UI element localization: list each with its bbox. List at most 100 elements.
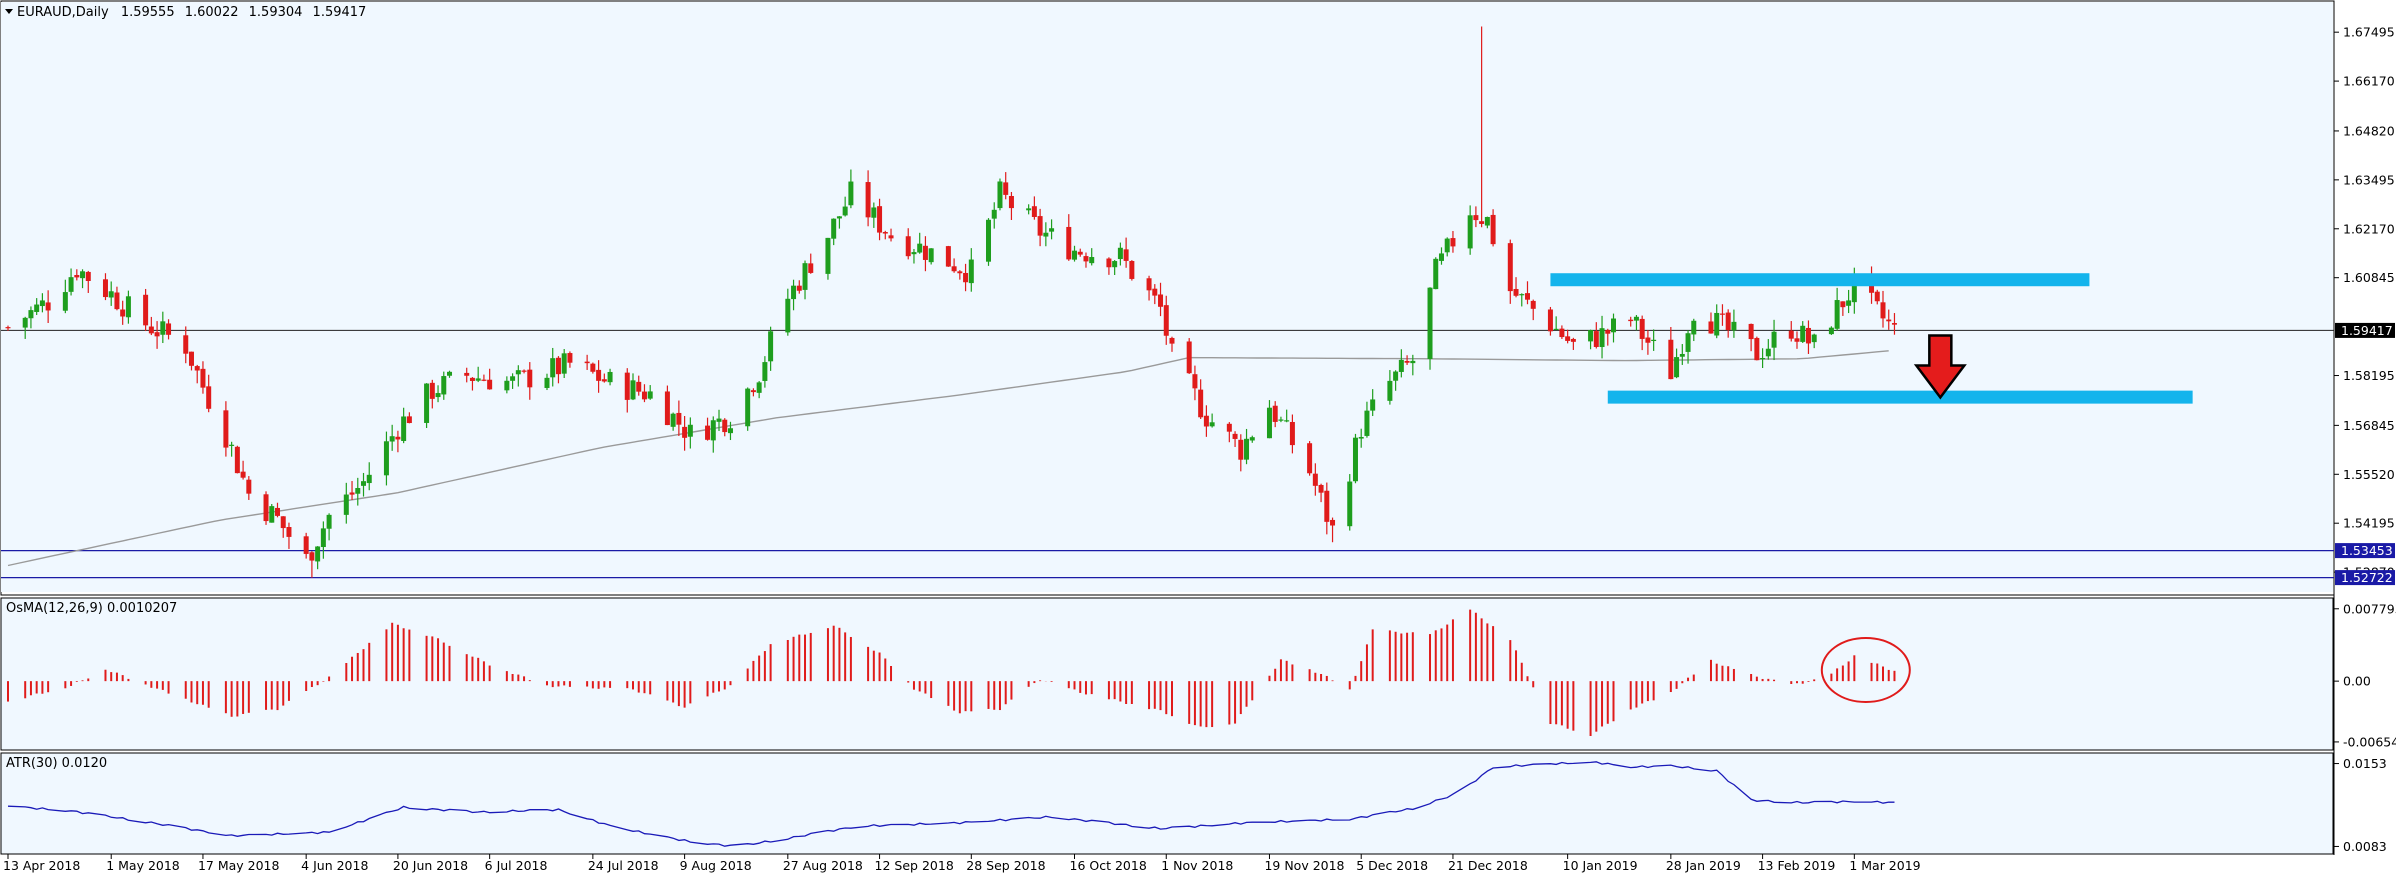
candle-body [1788, 330, 1794, 339]
candle-body [1645, 337, 1651, 343]
candle-body [515, 370, 521, 375]
candle-body [705, 425, 711, 440]
candle-body [1232, 433, 1238, 439]
candle-body [922, 245, 928, 260]
candle-body [555, 357, 561, 375]
candle-body [183, 335, 189, 354]
candle-body [584, 361, 590, 364]
candle-body [945, 246, 951, 267]
current-price-label-box [2335, 322, 2395, 338]
candle-body [865, 182, 871, 218]
candle-body [1112, 261, 1118, 268]
candle-body [1484, 216, 1490, 226]
candle-body [1347, 481, 1353, 527]
candle-body [1874, 291, 1880, 302]
candle-body [1364, 410, 1370, 436]
candle-body [1880, 302, 1886, 319]
time-tick-label: 20 Jun 2018 [393, 858, 468, 873]
osma-panel [0, 597, 2334, 751]
candle-body [1077, 251, 1083, 255]
time-tick-label: 1 Mar 2019 [1849, 858, 1920, 873]
candle-body [1117, 247, 1123, 260]
moving-average-line [7, 350, 1889, 567]
candle-body [1559, 328, 1565, 338]
osma-histogram [7, 609, 1911, 736]
moving-average [7, 350, 1889, 567]
candle-body [1805, 327, 1811, 344]
price-tick-label: 1.56845 [2343, 418, 2395, 433]
candle-body [1760, 357, 1766, 360]
candle-body [1003, 182, 1009, 195]
price-tick-label: 1.54195 [2343, 516, 2395, 531]
atr-panel [0, 752, 2334, 855]
candle-body [1639, 318, 1645, 339]
candle-body [1072, 250, 1078, 260]
candle-body [1008, 196, 1014, 209]
current-price-label-text: 1.59417 [2341, 323, 2393, 338]
candle-body [114, 292, 120, 310]
candle-body [389, 436, 395, 442]
candle-body [1393, 371, 1399, 381]
atr-line [7, 761, 1895, 847]
candle-body [762, 362, 768, 381]
down-arrow-icon [1913, 334, 1967, 400]
hline-price-label-box [2335, 570, 2395, 586]
candle-body [682, 426, 688, 438]
candle-body [1547, 309, 1553, 332]
candle-body [1026, 208, 1032, 211]
candle-body [1846, 300, 1852, 306]
candle-body [481, 379, 487, 381]
candle-body [607, 371, 613, 383]
candle-body [521, 370, 527, 372]
candle-body [716, 418, 722, 422]
candle-body [234, 446, 240, 474]
candle-body [424, 383, 430, 423]
atr-tick-label: 0.0083 [2343, 839, 2387, 854]
candle-body [727, 428, 733, 434]
candle-body [1771, 331, 1777, 348]
time-tick-label: 9 Aug 2018 [680, 858, 752, 873]
candle-body [154, 332, 160, 337]
candle-body [1685, 333, 1691, 352]
candle-body [1438, 253, 1444, 261]
candle-body [722, 419, 728, 433]
candle-body [1106, 258, 1112, 268]
candle-body [303, 536, 309, 554]
time-tick-label: 28 Sep 2018 [966, 858, 1045, 873]
osma-tick-label: -0.0065452 [2343, 734, 2396, 749]
candle-body [366, 474, 372, 484]
candle-body [1588, 330, 1594, 342]
candle-body [1123, 249, 1129, 261]
candle-body [567, 353, 573, 363]
candle-body [1611, 318, 1617, 333]
osma-tick-label: 0.00 [2343, 674, 2371, 689]
price-panel [1, 2, 2333, 592]
time-tick-label: 27 Aug 2018 [783, 858, 863, 873]
candle-body [791, 285, 797, 300]
candle-body [917, 243, 923, 253]
candle-body [487, 379, 493, 390]
time-tick-label: 1 Nov 2018 [1161, 858, 1233, 873]
candle-body [429, 382, 435, 399]
candle-body [1289, 421, 1295, 446]
candle-body [888, 235, 894, 239]
collapse-triangle-icon[interactable] [5, 9, 13, 14]
price-tick-label: 1.58195 [2343, 368, 2395, 383]
candle-body [1679, 353, 1685, 357]
candle-body [361, 481, 367, 486]
candle-body [1158, 294, 1164, 307]
candle-body [68, 277, 74, 292]
candle-body [1129, 260, 1135, 279]
hline-price-label-text: 1.53453 [2341, 543, 2393, 558]
candle-body [1352, 437, 1358, 482]
candle-body [240, 471, 246, 478]
candle-body [1169, 337, 1175, 344]
candle-body [641, 391, 647, 400]
candle-body [74, 275, 80, 278]
candle-body [62, 292, 68, 311]
price-tick-label: 1.60845 [2343, 270, 2395, 285]
candle-body [229, 444, 235, 446]
candle-body [802, 263, 808, 290]
candle-body [1083, 256, 1089, 262]
